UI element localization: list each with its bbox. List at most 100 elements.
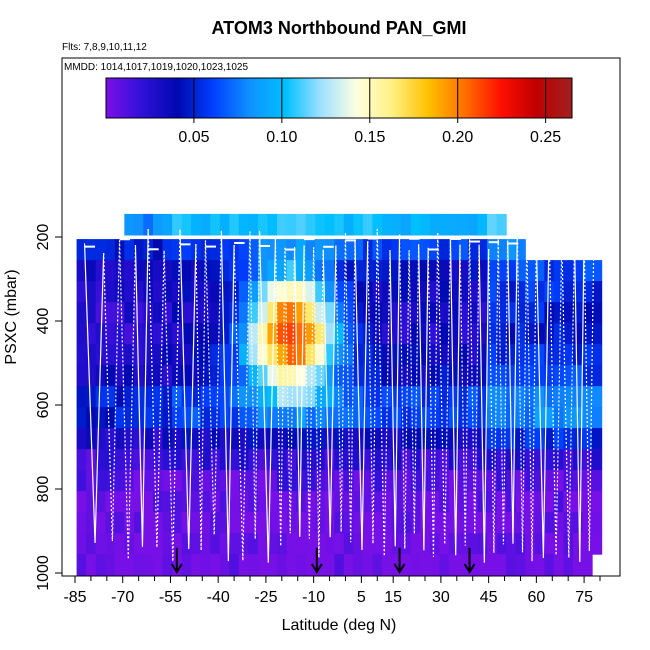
heatmap-cell [124,344,135,366]
heatmap-cell [477,365,488,387]
heatmap-cell [257,554,269,576]
heatmap-cell [477,302,488,324]
heatmap-cell [200,512,211,534]
heatmap-cell [296,386,307,408]
heatmap-cell [172,213,183,236]
heatmap-cell [76,281,87,303]
heatmap-cell [372,213,383,236]
heatmap-cell [544,344,555,366]
heatmap-cell [248,302,259,324]
heatmap-cell [391,213,402,236]
heatmap-cell [448,323,460,345]
heatmap-cell [448,533,460,555]
flight-profile-38 [526,237,537,562]
heatmap-cell [133,449,145,471]
heatmap-cell [172,260,183,282]
heatmap-cell [362,386,374,408]
heatmap-cell [582,302,593,324]
heatmap-cell [286,428,297,450]
heatmap-cell [353,281,364,303]
colorbar-ticks: 0.05 0.10 0.15 0.20 0.25 [178,78,561,146]
heatmap-cell [362,302,374,324]
heatmap-cell [248,260,259,282]
plot-frame [61,57,621,577]
flight-profile-4 [147,228,165,548]
heatmap-cell [553,491,565,513]
heatmap-cell [592,260,603,282]
heatmap-cell [248,386,259,408]
heatmap-cell [592,281,603,303]
heatmap-cell [353,260,364,282]
flight-profile-18 [322,245,337,538]
flight-profile-15 [293,245,305,537]
heatmap-cell [191,470,202,492]
heatmap-cell [487,470,498,492]
heatmap-cell [467,491,479,513]
heatmap-cell [534,302,545,324]
heatmap-cell [429,386,440,408]
heatmap-cell [563,323,574,345]
heatmap-cell [372,512,383,534]
heatmap-cell [391,302,402,324]
heatmap-cell [200,281,211,303]
heatmap-cell [191,449,202,471]
heatmap-cell [439,407,450,429]
heatmap-cell [191,281,202,303]
heatmap-cell [181,302,192,324]
heatmap-cell [506,323,517,345]
heatmap-cell [162,491,173,513]
heatmap-cell [86,239,97,261]
heatmap-cell [172,386,183,408]
heatmap-cell [152,281,164,303]
heatmap-cell [305,323,316,345]
heatmap-cell [238,260,250,282]
heatmap-cell [219,428,230,450]
heatmap-cell [296,323,307,345]
heatmap-cell [343,239,355,261]
heatmap-cell [353,302,364,324]
heatmap-cell [582,344,593,366]
heatmap-cell [410,491,421,513]
heatmap-cell [191,386,202,408]
heatmap-cell [420,512,431,534]
heatmap-cell [420,281,431,303]
flight-profile-9 [220,230,235,562]
heatmap-cell [152,554,164,576]
x-axis: -85 -70 -55 -40 -25 -10 5 15 30 45 60 75 [63,576,601,606]
y-tick-label-0: 200 [35,224,52,251]
heatmap-cell [439,302,450,324]
heatmap-cell [401,449,412,471]
heatmap-cell [315,213,326,236]
heatmap-cell [152,407,164,429]
heatmap-cell [372,407,383,429]
heatmap-cell [114,407,125,429]
heatmap-cell [563,554,574,576]
heatmap-cell [305,491,316,513]
heatmap-cell [105,302,116,324]
heatmap-cell [343,260,355,282]
heatmap-cell [76,239,87,261]
heatmap-cell [219,213,230,236]
heatmap-cell [267,260,278,282]
heatmap-cell [525,449,536,471]
heatmap-cell [286,554,297,576]
heatmap-cell [76,512,87,534]
heatmap-cell [105,512,116,534]
flight-track-layer [83,228,595,574]
heatmap-cell [563,491,574,513]
heatmap-cell [286,260,297,282]
heatmap-cell [553,344,565,366]
heatmap-cell [181,239,192,261]
heatmap-cell [553,470,565,492]
heatmap-cell [458,533,469,555]
heatmap-cell [305,512,316,534]
heatmap-cell [133,470,145,492]
heatmap-cell [420,365,431,387]
heatmap-cell [172,533,183,555]
heatmap-cell [534,533,545,555]
heatmap-cell [391,533,402,555]
flight-profile-26 [408,244,420,534]
heatmap-cell [238,302,250,324]
flight-profile-14 [284,246,296,534]
